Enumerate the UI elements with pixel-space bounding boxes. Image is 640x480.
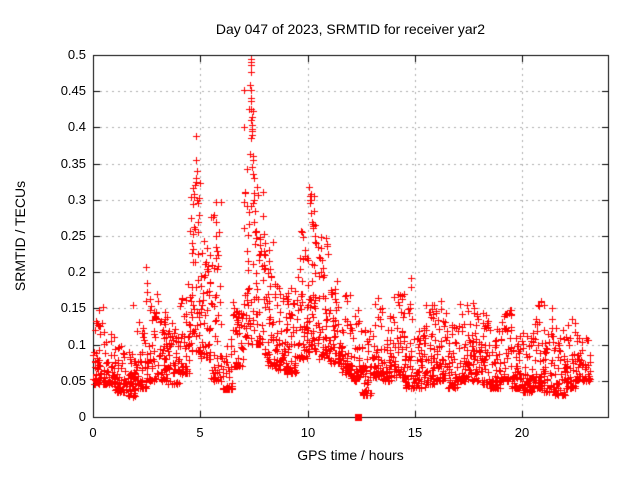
y-tick-label: 0 [78,409,86,424]
y-tick-label: 0.25 [60,228,86,243]
chart-title: Day 047 of 2023, SRMTID for receiver yar… [215,21,486,37]
y-tick-label: 0.4 [67,119,86,134]
y-tick-label: 0.1 [67,337,86,352]
x-tick-label: 10 [300,425,316,440]
y-tick-label: 0.5 [67,47,86,62]
y-tick-label: 0.35 [60,156,86,171]
x-axis-label: GPS time / hours [297,447,404,463]
y-tick-label: 0.2 [67,264,86,279]
y-tick-label: 0.05 [60,373,86,388]
x-tick-label: 15 [407,425,423,440]
x-tick-label: 20 [514,425,530,440]
y-tick-label: 0.15 [60,300,86,315]
x-tick-label: 0 [89,425,97,440]
x-tick-label: 5 [196,425,204,440]
y-tick-label: 0.3 [67,192,86,207]
y-tick-label: 0.45 [60,83,86,98]
